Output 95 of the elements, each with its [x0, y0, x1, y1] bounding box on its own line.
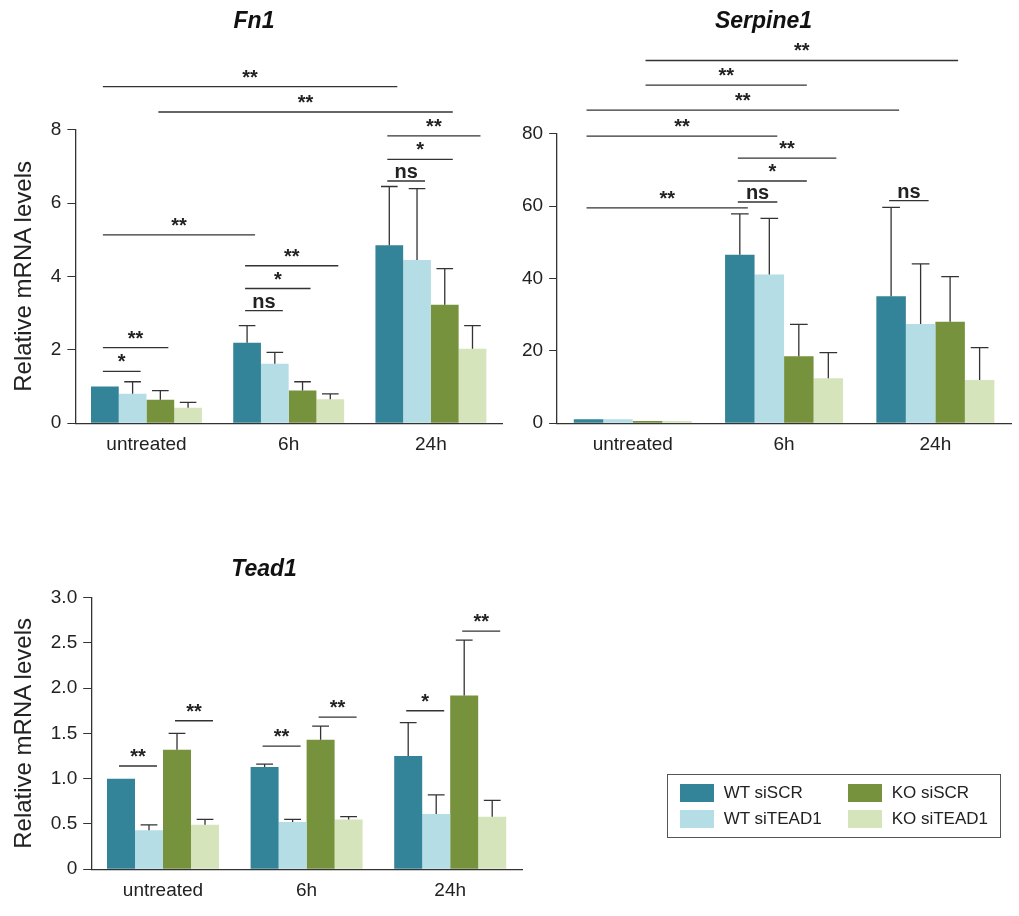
x-tick-label: 6h [296, 878, 318, 900]
text: ** [735, 89, 751, 112]
x-tick-label: 24h [415, 432, 447, 454]
annotation: ** [779, 137, 796, 160]
annotation: * [421, 689, 430, 712]
annotation: ns [745, 181, 770, 204]
x-tick-label: 6h [278, 432, 300, 454]
y-tick-label: 6 [50, 191, 62, 213]
annotation: ns [394, 159, 418, 182]
legend-label: KO siTEAD1 [891, 809, 988, 829]
bar [876, 296, 906, 423]
bar [403, 259, 431, 423]
bar [478, 816, 507, 869]
annotation: ** [127, 326, 144, 349]
annotation: ** [674, 115, 690, 138]
bar [118, 393, 147, 423]
annotation: ** [426, 114, 442, 137]
y-tick-label: 40 [521, 266, 544, 288]
bar [375, 245, 404, 423]
annotation: ** [659, 186, 676, 209]
x-tick-label: untreated [592, 432, 673, 454]
legend-label: WT siSCR [723, 783, 803, 803]
bar [91, 386, 119, 423]
bar [233, 342, 261, 423]
y-tick-label: 2.5 [50, 631, 78, 653]
bar [964, 380, 995, 423]
legend-label: KO siSCR [891, 783, 970, 803]
y-axis-title: Relative mRNA levels [9, 618, 37, 849]
bar [458, 348, 487, 423]
y-tick-label: 1.0 [50, 766, 78, 788]
annotation: ns [897, 179, 921, 202]
annotation: * [117, 350, 126, 373]
y-tick-label: 2 [50, 338, 62, 360]
bar [250, 766, 279, 869]
y-axis-title: Relative mRNA levels [9, 161, 37, 392]
annotation: ** [283, 244, 300, 267]
annotation: ns [252, 289, 276, 312]
bar [306, 739, 335, 869]
text: ** [718, 64, 735, 87]
bar [334, 819, 363, 869]
bar [316, 399, 345, 423]
y-tick-label: 3.0 [50, 585, 78, 607]
bar [603, 419, 633, 423]
text: ** [242, 65, 259, 88]
bar [107, 778, 136, 869]
annotation: ** [130, 744, 146, 767]
bar [935, 321, 965, 423]
bar [422, 813, 451, 869]
annotation: ** [273, 725, 290, 748]
bar [905, 324, 936, 423]
bar [813, 378, 844, 423]
x-tick-label: 24h [919, 432, 952, 454]
annotation: ** [329, 696, 346, 719]
bar [163, 749, 192, 869]
annotation: ** [186, 699, 203, 722]
x-tick-label: 24h [434, 878, 467, 900]
x-tick-label: untreated [106, 432, 187, 454]
y-tick-label: 60 [521, 194, 544, 216]
x-tick-label: 6h [773, 432, 795, 454]
y-tick-label: 4 [50, 264, 62, 286]
bar [146, 399, 175, 423]
x-tick-label: untreated [122, 878, 204, 900]
bar [174, 407, 202, 423]
y-tick-label: 0.5 [50, 812, 78, 834]
bar [784, 356, 814, 423]
chart-title: Serpine1 [714, 7, 813, 34]
bar [191, 824, 220, 869]
text: ** [297, 90, 314, 113]
y-tick-label: 20 [521, 339, 544, 361]
annotation: ** [473, 610, 490, 633]
chart-title: Tead1 [231, 555, 297, 582]
annotation: * [273, 267, 282, 290]
bar [573, 419, 604, 423]
bar [394, 756, 423, 869]
y-tick-label: 0 [66, 857, 78, 879]
chart-title: Fn1 [233, 7, 275, 34]
bar [278, 822, 307, 869]
y-tick-label: 80 [521, 121, 544, 143]
y-tick-label: 0 [532, 411, 544, 433]
legend-label: WT siTEAD1 [723, 809, 822, 829]
y-tick-label: 8 [50, 117, 62, 139]
y-tick-label: 1.5 [50, 721, 78, 743]
y-tick-label: 0 [50, 411, 62, 433]
bar [725, 254, 755, 423]
bar [260, 363, 289, 423]
bar [450, 695, 479, 869]
bar [430, 304, 459, 423]
annotation: * [768, 160, 777, 183]
bar [754, 274, 785, 423]
annotation: * [416, 138, 425, 161]
y-tick-label: 2.0 [50, 676, 78, 698]
bar [135, 830, 164, 869]
bar [288, 390, 317, 423]
annotation: ** [171, 213, 187, 236]
text: ** [794, 39, 810, 62]
